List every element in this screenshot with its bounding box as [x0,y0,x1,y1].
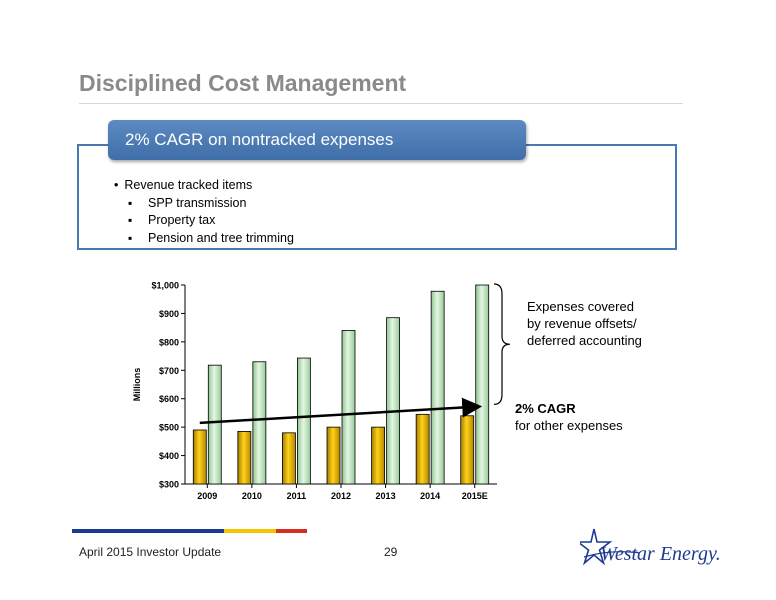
cagr-text: for other expenses [515,418,623,433]
bar-series-2-2015E [475,284,490,485]
bullet-list: Revenue tracked items SPP transmission P… [114,177,294,247]
y-tick-label: $400 [159,451,179,461]
y-axis-label: Millions [132,368,142,402]
bar-series-2-2014 [430,290,445,485]
y-tick-label: $1,000 [151,281,179,291]
page-number: 29 [384,545,398,559]
brace-annotation: Expenses covered by revenue offsets/ def… [527,298,642,349]
cagr-annotation: 2% CAGR for other expenses [515,400,623,434]
x-tick-label: 2014 [420,491,440,501]
page-title: Disciplined Cost Management [79,70,407,96]
bar-series-2-2011 [297,357,311,485]
bar-series-1-2010 [237,431,252,485]
x-tick-label: 2011 [287,491,307,501]
x-tick-label: 2013 [376,491,396,501]
brace-line-1: Expenses covered [527,299,634,314]
bullet-sub-pension: Pension and tree trimming [114,230,294,248]
bullet-sub-property-tax: Property tax [114,212,294,230]
cagr-bold-label: 2% CAGR [515,401,576,416]
callout-heading: 2% CAGR on nontracked expenses [108,120,526,160]
westar-energy-logo: Westar Energy. [580,528,720,566]
x-tick-label: 2009 [197,491,217,501]
cagr-trend-arrow [199,397,483,425]
bar-series-2-2013 [386,317,400,485]
bar-series-2-2009 [207,364,222,485]
y-tick-label: $300 [159,480,179,490]
footer-bar-red [276,529,307,533]
x-tick-label: 2015E [462,491,488,501]
footer-event: April 2015 Investor Update [79,545,222,559]
logo-text: Westar Energy. [600,543,720,565]
brace-line-3: deferred accounting [527,333,642,348]
bar-series-1-2014 [415,413,430,485]
x-tick-label: 2010 [242,491,262,501]
y-tick-label: $500 [159,423,179,433]
bar-series-1-2009 [192,429,207,485]
bar-series-1-2015E [460,415,475,485]
bar-series-1-2012 [326,426,341,485]
x-tick-label: 2012 [331,491,351,501]
bullet-main: Revenue tracked items [114,177,294,195]
y-tick-label: $600 [159,394,179,404]
bar-series-1-2011 [282,432,296,485]
title-divider [79,103,683,104]
bar-series-2-2012 [341,330,356,485]
curly-brace [493,283,511,405]
star-icon [580,528,641,566]
brace-line-2: by revenue offsets/ [527,316,637,331]
bar-series-2-2010 [252,361,267,485]
bar-series-1-2013 [371,426,385,485]
footer-bar-blue [72,529,224,533]
y-tick-label: $700 [159,366,179,376]
y-tick-label: $800 [159,337,179,347]
y-tick-label: $900 [159,309,179,319]
footer-bar-yellow [224,529,276,533]
bullet-sub-spp: SPP transmission [114,195,294,213]
